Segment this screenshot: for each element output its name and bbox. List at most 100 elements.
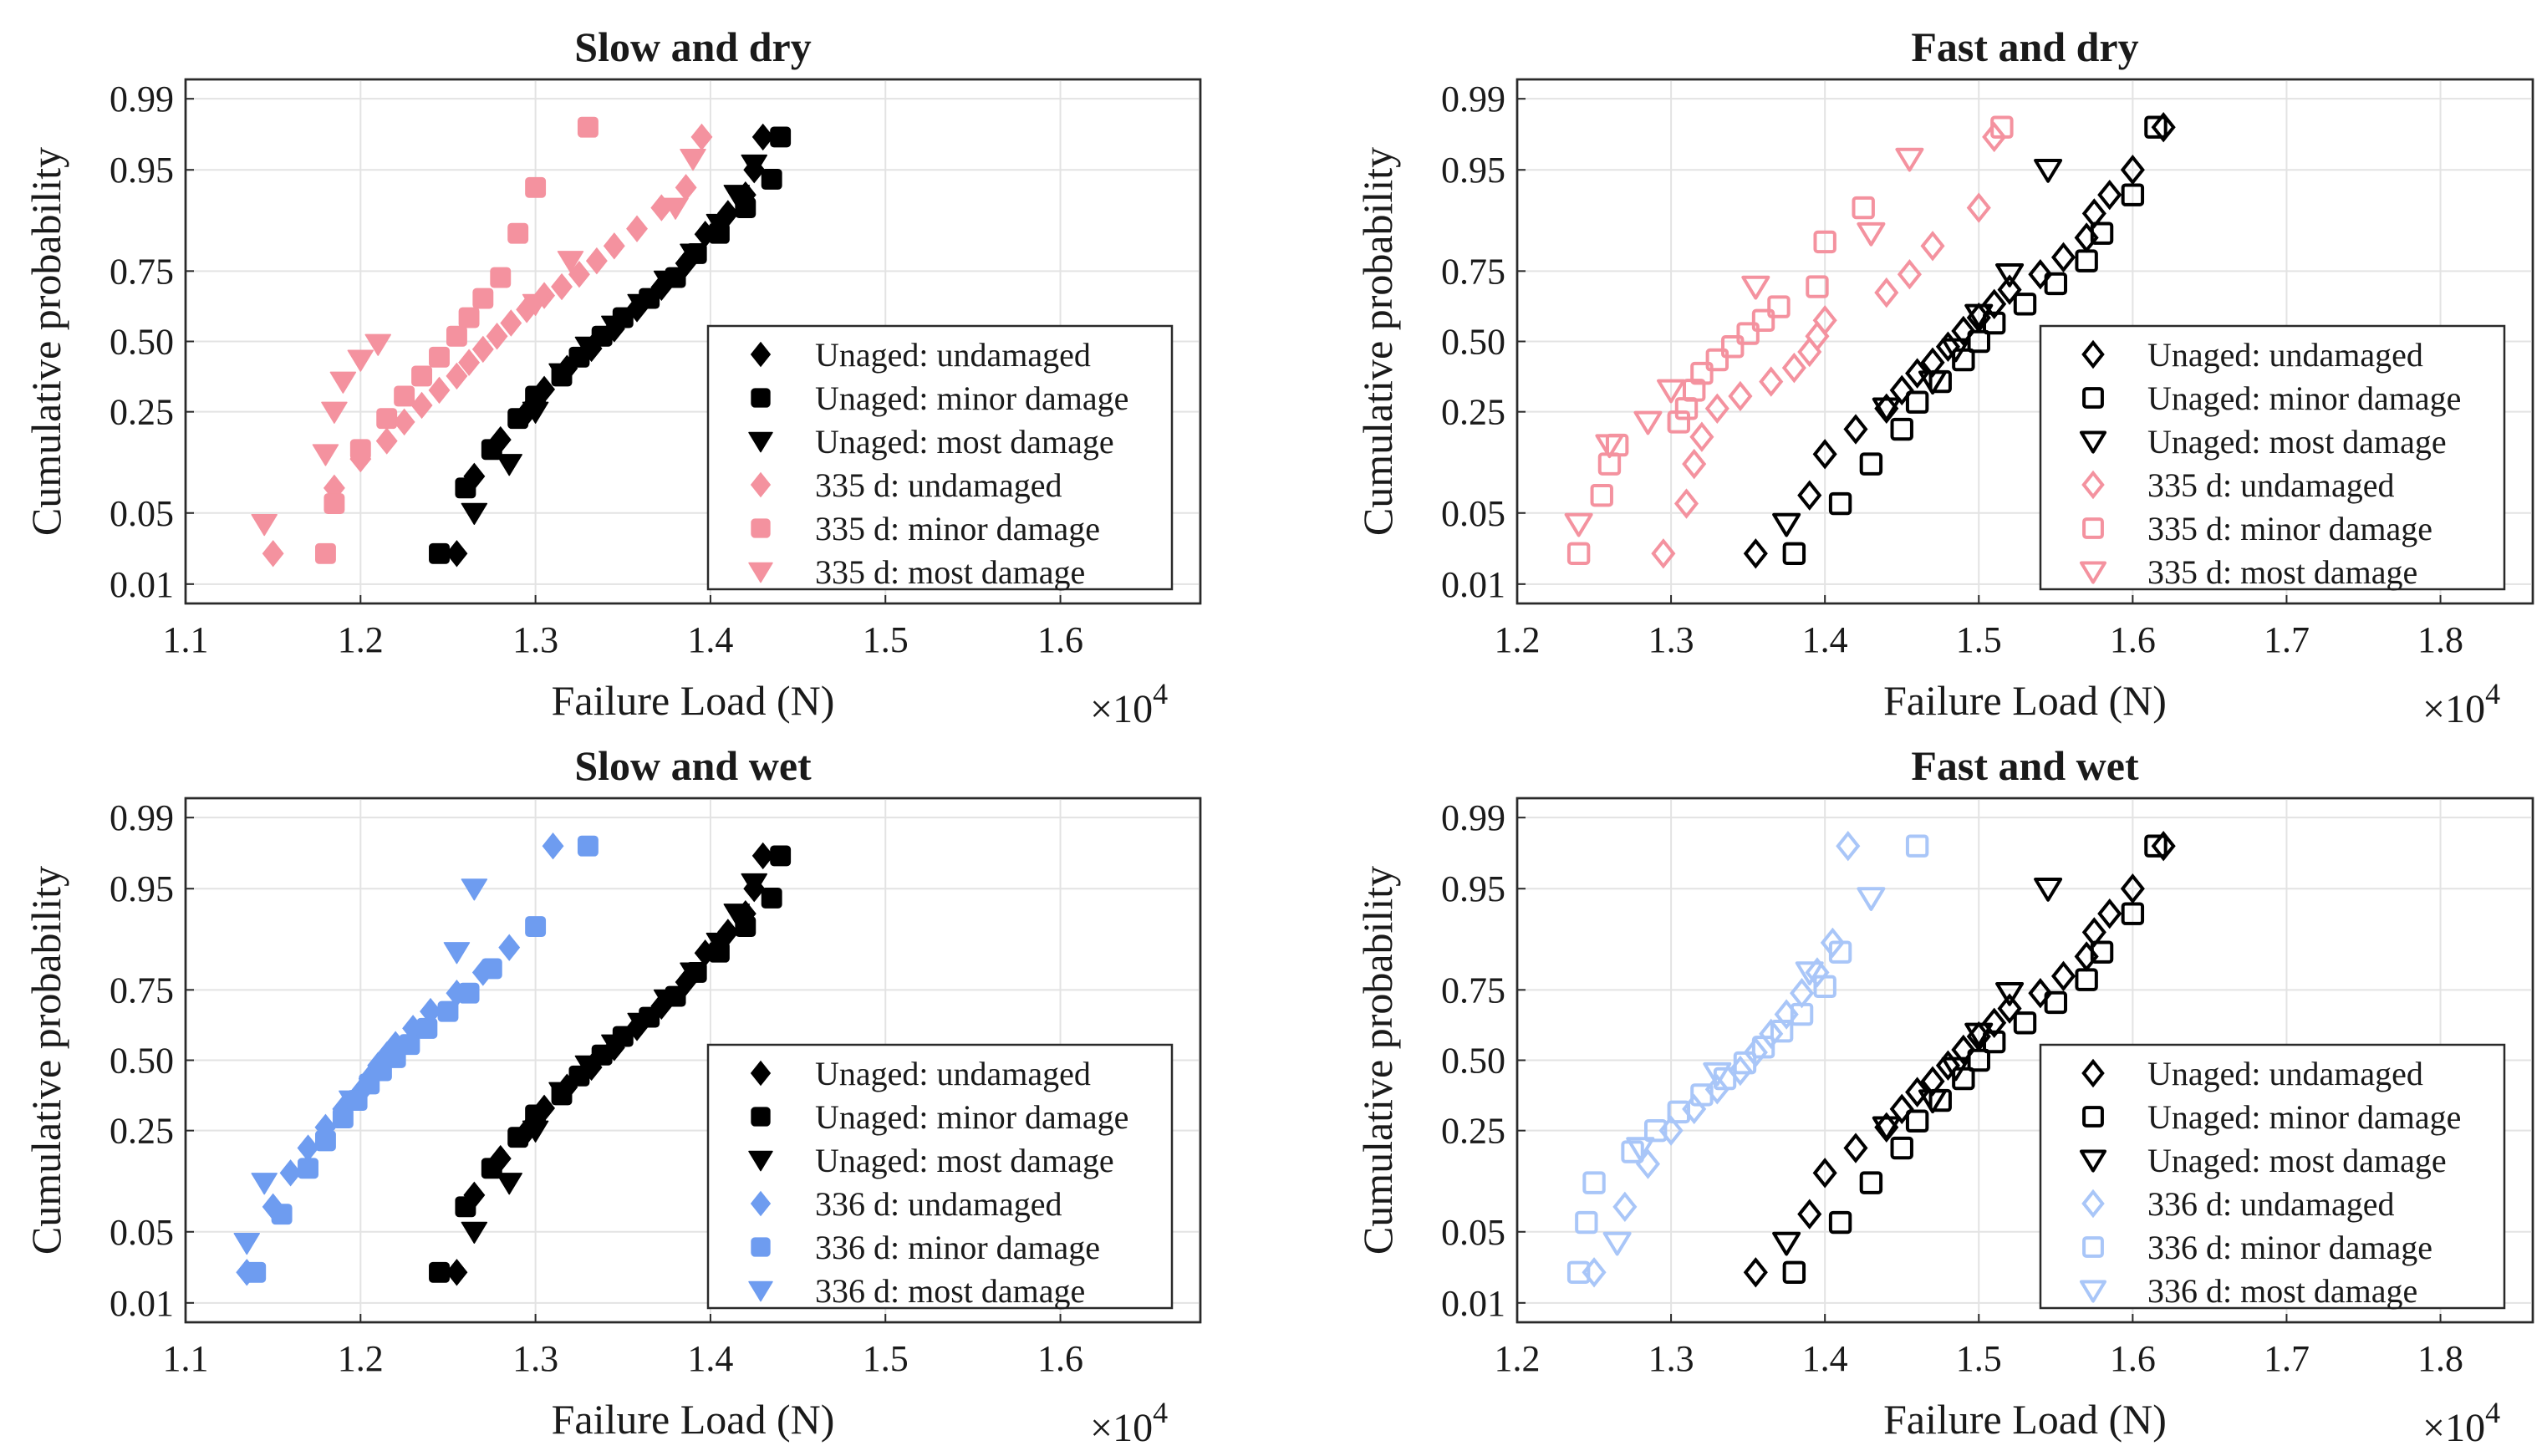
data-point <box>446 325 467 347</box>
y-tick-label: 0.50 <box>1441 322 1505 363</box>
legend-marker <box>2082 387 2104 409</box>
y-tick-label: 0.75 <box>1441 970 1505 1011</box>
data-point <box>1897 259 1922 290</box>
legend: Unaged: undamaged Unaged: minor damage Una… <box>706 324 1174 591</box>
data-point <box>525 176 547 198</box>
data-point <box>437 1000 459 1022</box>
data-point <box>1743 1257 1768 1288</box>
data-point <box>548 1082 575 1104</box>
legend-box <box>706 324 1174 591</box>
legend: Unaged: undamaged Unaged: minor damage Una… <box>706 1043 1174 1310</box>
y-tick-label: 0.25 <box>110 1111 174 1152</box>
legend-label: 336 d: minor damage <box>815 1229 1100 1266</box>
data-point <box>627 1012 654 1036</box>
data-point <box>1689 421 1714 452</box>
data-point <box>1918 370 1948 395</box>
data-point <box>1682 448 1707 480</box>
data-point <box>1667 1100 1690 1124</box>
data-point <box>1905 358 1930 389</box>
data-point <box>498 934 521 961</box>
data-point <box>525 916 547 938</box>
x-tick-label: 1.3 <box>512 619 558 660</box>
data-point <box>735 916 756 938</box>
x-axis-label: Failure Load (N) <box>1883 1396 2167 1443</box>
data-point <box>1704 393 1729 424</box>
data-point <box>1767 295 1791 318</box>
legend-marker <box>748 431 773 453</box>
data-point <box>551 272 573 301</box>
chart-title: Fast and wet <box>1911 742 2139 789</box>
data-point <box>1964 1022 1994 1047</box>
data-point <box>2120 155 2145 186</box>
legend-marker <box>750 1060 772 1087</box>
data-point <box>1997 993 2022 1024</box>
data-point <box>458 349 481 376</box>
data-point <box>490 267 512 288</box>
data-point <box>496 454 522 476</box>
data-point <box>1673 488 1699 519</box>
data-point <box>626 215 648 242</box>
data-point <box>1690 361 1714 385</box>
data-point <box>2050 242 2076 273</box>
data-point <box>507 408 529 430</box>
series-diamond <box>1582 831 1861 1288</box>
y-tick-label: 0.95 <box>110 150 174 191</box>
series-triangle-down <box>1602 887 1886 1256</box>
data-point <box>577 835 599 857</box>
x-tick-label: 1.2 <box>1495 619 1541 660</box>
data-point <box>574 336 602 359</box>
x-tick-label: 1.3 <box>1648 619 1694 660</box>
data-point <box>1812 439 1837 470</box>
data-point <box>1857 887 1886 911</box>
data-point <box>2090 940 2114 964</box>
x-tick-label: 1.8 <box>2417 619 2463 660</box>
data-point <box>496 1173 522 1195</box>
legend-box <box>2039 324 2506 591</box>
data-point <box>262 540 284 568</box>
chart-title: Fast and dry <box>1911 23 2138 70</box>
data-point <box>1602 1231 1632 1256</box>
legend: Unaged: undamaged Unaged: minor damage Una… <box>2039 1043 2506 1310</box>
x-tick-label: 1.4 <box>687 619 733 660</box>
data-point <box>1782 1260 1806 1284</box>
data-point <box>1982 311 2006 335</box>
data-point <box>1859 452 1883 476</box>
x-tick-label: 1.2 <box>338 1338 384 1379</box>
data-point <box>347 349 374 372</box>
x-tick-label: 1.5 <box>1956 619 2002 660</box>
data-point <box>1918 1089 1948 1114</box>
data-point <box>399 1034 420 1056</box>
legend-marker <box>2080 1149 2106 1173</box>
legend-marker <box>2080 430 2106 454</box>
data-point <box>1852 196 1875 220</box>
data-point <box>461 1221 488 1245</box>
data-point <box>1820 927 1845 959</box>
data-point <box>1621 1140 1644 1163</box>
legend-marker <box>2082 1106 2104 1128</box>
data-point <box>446 1259 468 1286</box>
legend: Unaged: undamaged Unaged: minor damage Una… <box>2039 324 2506 591</box>
data-point <box>481 958 502 980</box>
x-tick-label: 1.2 <box>1495 1338 1541 1379</box>
data-point <box>522 1120 549 1143</box>
data-point <box>1982 121 2007 153</box>
data-point <box>1890 417 1913 441</box>
data-point <box>332 1107 354 1129</box>
data-point <box>2081 198 2106 229</box>
legend-label: Unaged: minor damage <box>815 379 1128 417</box>
x-axis-label: Failure Load (N) <box>552 1396 835 1443</box>
data-point <box>1872 397 1901 422</box>
x-tick-label: 1.8 <box>2417 1338 2463 1379</box>
data-point <box>557 251 584 273</box>
data-point <box>1736 322 1760 345</box>
legend-label: Unaged: most damage <box>815 423 1114 461</box>
y-tick-label: 0.25 <box>1441 1111 1505 1152</box>
data-point <box>1920 347 1945 378</box>
y-tick-label: 0.05 <box>110 1212 174 1253</box>
x-tick-label: 1.7 <box>2264 619 2310 660</box>
data-point <box>723 185 751 207</box>
x-tick-label: 1.6 <box>2110 1338 2156 1379</box>
y-tick-label: 0.75 <box>110 251 174 292</box>
legend-label: 336 d: most damage <box>2147 1272 2417 1310</box>
y-tick-label: 0.25 <box>110 392 174 433</box>
